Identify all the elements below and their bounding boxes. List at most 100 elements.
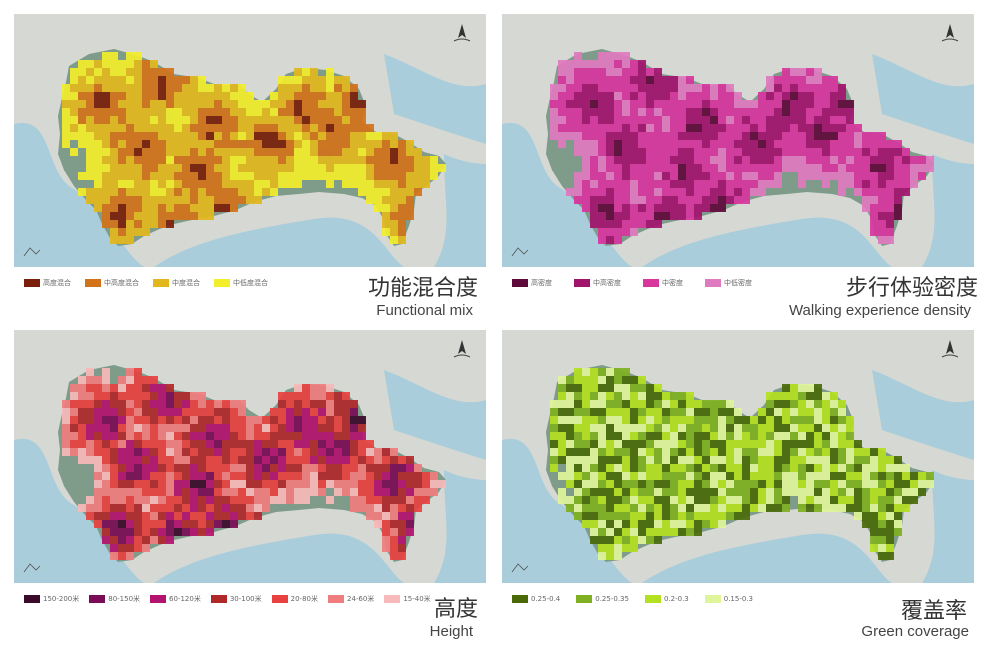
map-grid-cell bbox=[238, 108, 246, 116]
map-grid-cell bbox=[390, 172, 398, 180]
map-grid-cell bbox=[782, 456, 790, 464]
map-grid-cell bbox=[150, 60, 158, 68]
map-grid-cell bbox=[134, 544, 142, 552]
map-grid-cell bbox=[566, 108, 574, 116]
map-grid-cell bbox=[742, 196, 750, 204]
map-grid-cell bbox=[918, 472, 926, 480]
map-grid-cell bbox=[558, 92, 566, 100]
map-grid-cell bbox=[366, 196, 374, 204]
map-grid-cell bbox=[646, 384, 654, 392]
map-grid-cell bbox=[286, 408, 294, 416]
map-grid-cell bbox=[670, 212, 678, 220]
map-grid-cell bbox=[590, 140, 598, 148]
map-grid-cell bbox=[206, 400, 214, 408]
map-grid-cell bbox=[134, 504, 142, 512]
map-grid-cell bbox=[398, 156, 406, 164]
map-grid-cell bbox=[622, 148, 630, 156]
map-grid-cell bbox=[654, 188, 662, 196]
map-grid-cell bbox=[798, 172, 806, 180]
map-grid-cell bbox=[726, 124, 734, 132]
map-grid-cell bbox=[366, 156, 374, 164]
map-grid-cell bbox=[110, 392, 118, 400]
map-grid-cell bbox=[710, 124, 718, 132]
map-grid-cell bbox=[374, 480, 382, 488]
map-grid-cell bbox=[390, 148, 398, 156]
map-grid-cell bbox=[558, 116, 566, 124]
legend-swatch bbox=[384, 595, 401, 603]
map-grid-cell bbox=[70, 432, 78, 440]
map-grid-cell bbox=[110, 384, 118, 392]
map-grid-cell bbox=[342, 148, 350, 156]
map-grid-cell bbox=[254, 124, 262, 132]
map-grid-cell bbox=[718, 440, 726, 448]
map-grid-cell bbox=[134, 140, 142, 148]
map-grid-cell bbox=[734, 472, 742, 480]
map-grid-cell bbox=[406, 472, 414, 480]
map-grid-cell bbox=[766, 116, 774, 124]
map-grid-cell bbox=[398, 228, 406, 236]
map-grid-cell bbox=[678, 188, 686, 196]
map-grid-cell bbox=[198, 124, 206, 132]
map-grid-cell bbox=[886, 196, 894, 204]
map-grid-cell bbox=[110, 140, 118, 148]
map-grid-cell bbox=[294, 140, 302, 148]
map-grid-cell bbox=[798, 164, 806, 172]
map-grid-cell bbox=[590, 472, 598, 480]
map-grid-cell bbox=[694, 172, 702, 180]
map-grid-cell bbox=[318, 172, 326, 180]
map-grid-cell bbox=[310, 164, 318, 172]
map-grid-cell bbox=[878, 204, 886, 212]
map-grid-cell bbox=[822, 84, 830, 92]
map-grid-cell bbox=[230, 196, 238, 204]
map-grid-cell bbox=[646, 92, 654, 100]
map-grid-cell bbox=[774, 448, 782, 456]
map-grid-cell bbox=[238, 424, 246, 432]
map-grid-cell bbox=[614, 60, 622, 68]
map-grid-cell bbox=[414, 480, 422, 488]
legend-item: 中低密度 bbox=[705, 278, 752, 288]
map-grid-cell bbox=[878, 488, 886, 496]
map-grid-cell bbox=[870, 456, 878, 464]
map-grid-cell bbox=[566, 100, 574, 108]
map-grid-cell bbox=[614, 100, 622, 108]
map-grid-cell bbox=[302, 148, 310, 156]
map-grid-cell bbox=[654, 472, 662, 480]
map-grid-cell bbox=[814, 84, 822, 92]
map-grid-cell bbox=[294, 424, 302, 432]
legend-swatch bbox=[704, 595, 721, 603]
legend-swatch bbox=[512, 595, 528, 603]
map-grid-cell bbox=[734, 140, 742, 148]
map-grid-cell bbox=[862, 480, 870, 488]
map-grid-cell bbox=[166, 456, 174, 464]
map-grid-cell bbox=[862, 520, 870, 528]
map-grid-cell bbox=[150, 496, 158, 504]
map-grid-cell bbox=[142, 140, 150, 148]
map-grid-cell bbox=[166, 84, 174, 92]
map-grid-cell bbox=[606, 448, 614, 456]
map-grid-cell bbox=[550, 440, 558, 448]
map-grid-cell bbox=[806, 132, 814, 140]
map-grid-cell bbox=[822, 132, 830, 140]
map-grid-cell bbox=[374, 472, 382, 480]
map-grid-cell bbox=[230, 188, 238, 196]
map-grid-cell bbox=[334, 432, 342, 440]
map-grid-cell bbox=[830, 76, 838, 84]
map-grid-cell bbox=[302, 140, 310, 148]
map-grid-cell bbox=[670, 400, 678, 408]
map-grid-cell bbox=[206, 448, 214, 456]
map-grid-cell bbox=[350, 92, 358, 100]
map-grid-cell bbox=[406, 464, 414, 472]
map-grid-cell bbox=[94, 68, 102, 76]
map-grid-cell bbox=[182, 172, 190, 180]
map-grid-cell bbox=[790, 164, 798, 172]
map-grid-cell bbox=[102, 400, 110, 408]
map-grid-cell bbox=[910, 172, 918, 180]
map-grid-cell bbox=[582, 400, 590, 408]
map-grid-cell bbox=[190, 520, 198, 528]
map-grid-cell bbox=[670, 108, 678, 116]
map-grid-cell bbox=[254, 480, 262, 488]
map-grid-cell bbox=[790, 92, 798, 100]
map-grid-cell bbox=[646, 180, 654, 188]
map-grid-cell bbox=[806, 496, 814, 504]
map-grid-cell bbox=[238, 448, 246, 456]
